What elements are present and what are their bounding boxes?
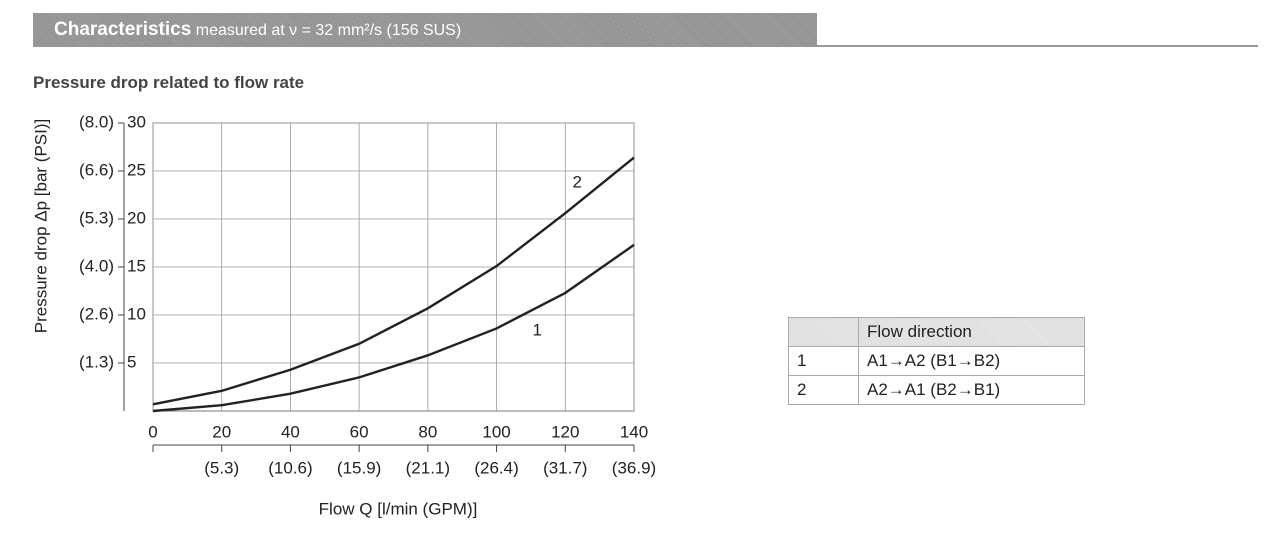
table-cell bbox=[788, 317, 859, 347]
x-tick-label: 80 bbox=[418, 422, 437, 441]
y-tick-label: 10 bbox=[127, 304, 146, 323]
x-tick-label: 20 bbox=[212, 422, 231, 441]
header-rule bbox=[817, 45, 1258, 47]
line-series bbox=[152, 156, 635, 406]
x-alt-tick-label: (15.9) bbox=[337, 458, 381, 477]
series-label: 1 bbox=[533, 320, 542, 339]
y-axis-label: Pressure drop Δp [bar (PSI)] bbox=[31, 119, 50, 334]
x-tick-label: 120 bbox=[551, 422, 579, 441]
x-tick-label: 40 bbox=[281, 422, 300, 441]
x-alt-tick-label: (36.9) bbox=[612, 458, 656, 477]
y-alt-tick-label: (5.3) bbox=[79, 208, 114, 227]
x-alt-tick-label: (5.3) bbox=[204, 458, 239, 477]
table-cell: A2→A1 (B2→B1) bbox=[858, 375, 1085, 405]
header-subtitle: measured at ν = 32 mm²/s (156 SUS) bbox=[195, 22, 462, 39]
x-tick-label: 60 bbox=[350, 422, 369, 441]
table-header: Flow direction bbox=[858, 317, 1085, 347]
table-cell: 2 bbox=[788, 375, 859, 405]
y-alt-tick-label: (1.3) bbox=[79, 352, 114, 371]
y-alt-tick-label: (6.6) bbox=[79, 160, 114, 179]
y-alt-tick-label: (4.0) bbox=[79, 256, 114, 275]
table-cell: 1 bbox=[788, 346, 859, 376]
y-tick-label: 15 bbox=[127, 256, 146, 275]
x-tick-label: 0 bbox=[148, 422, 157, 441]
x-axis-label: Flow Q [l/min (GPM)] bbox=[319, 499, 478, 518]
y-tick-label: 30 bbox=[127, 112, 146, 131]
table-cell: A1→A2 (B1→B2) bbox=[858, 346, 1085, 376]
x-alt-tick-label: (10.6) bbox=[268, 458, 312, 477]
x-tick-label: 140 bbox=[620, 422, 648, 441]
x-alt-tick-label: (21.1) bbox=[406, 458, 450, 477]
y-tick-label: 5 bbox=[127, 352, 136, 371]
x-alt-tick-label: (31.7) bbox=[543, 458, 587, 477]
x-alt-tick-label: (26.4) bbox=[474, 458, 518, 477]
y-alt-tick-label: (2.6) bbox=[79, 304, 114, 323]
section-header: Characteristics measured at ν = 32 mm²/s… bbox=[33, 13, 817, 47]
legend-table: Flow direction 1 A1→A2 (B1→B2) 2 A2→A1 (B2… bbox=[788, 317, 1085, 405]
line-series bbox=[152, 243, 635, 413]
y-tick-label: 20 bbox=[127, 208, 146, 227]
y-tick-label: 25 bbox=[127, 160, 146, 179]
y-alt-tick-label: (8.0) bbox=[79, 112, 114, 131]
series-label: 2 bbox=[573, 173, 582, 192]
header-title: Characteristics bbox=[54, 19, 192, 40]
chart-title: Pressure drop related to flow rate bbox=[33, 73, 305, 92]
x-tick-label: 100 bbox=[482, 422, 510, 441]
